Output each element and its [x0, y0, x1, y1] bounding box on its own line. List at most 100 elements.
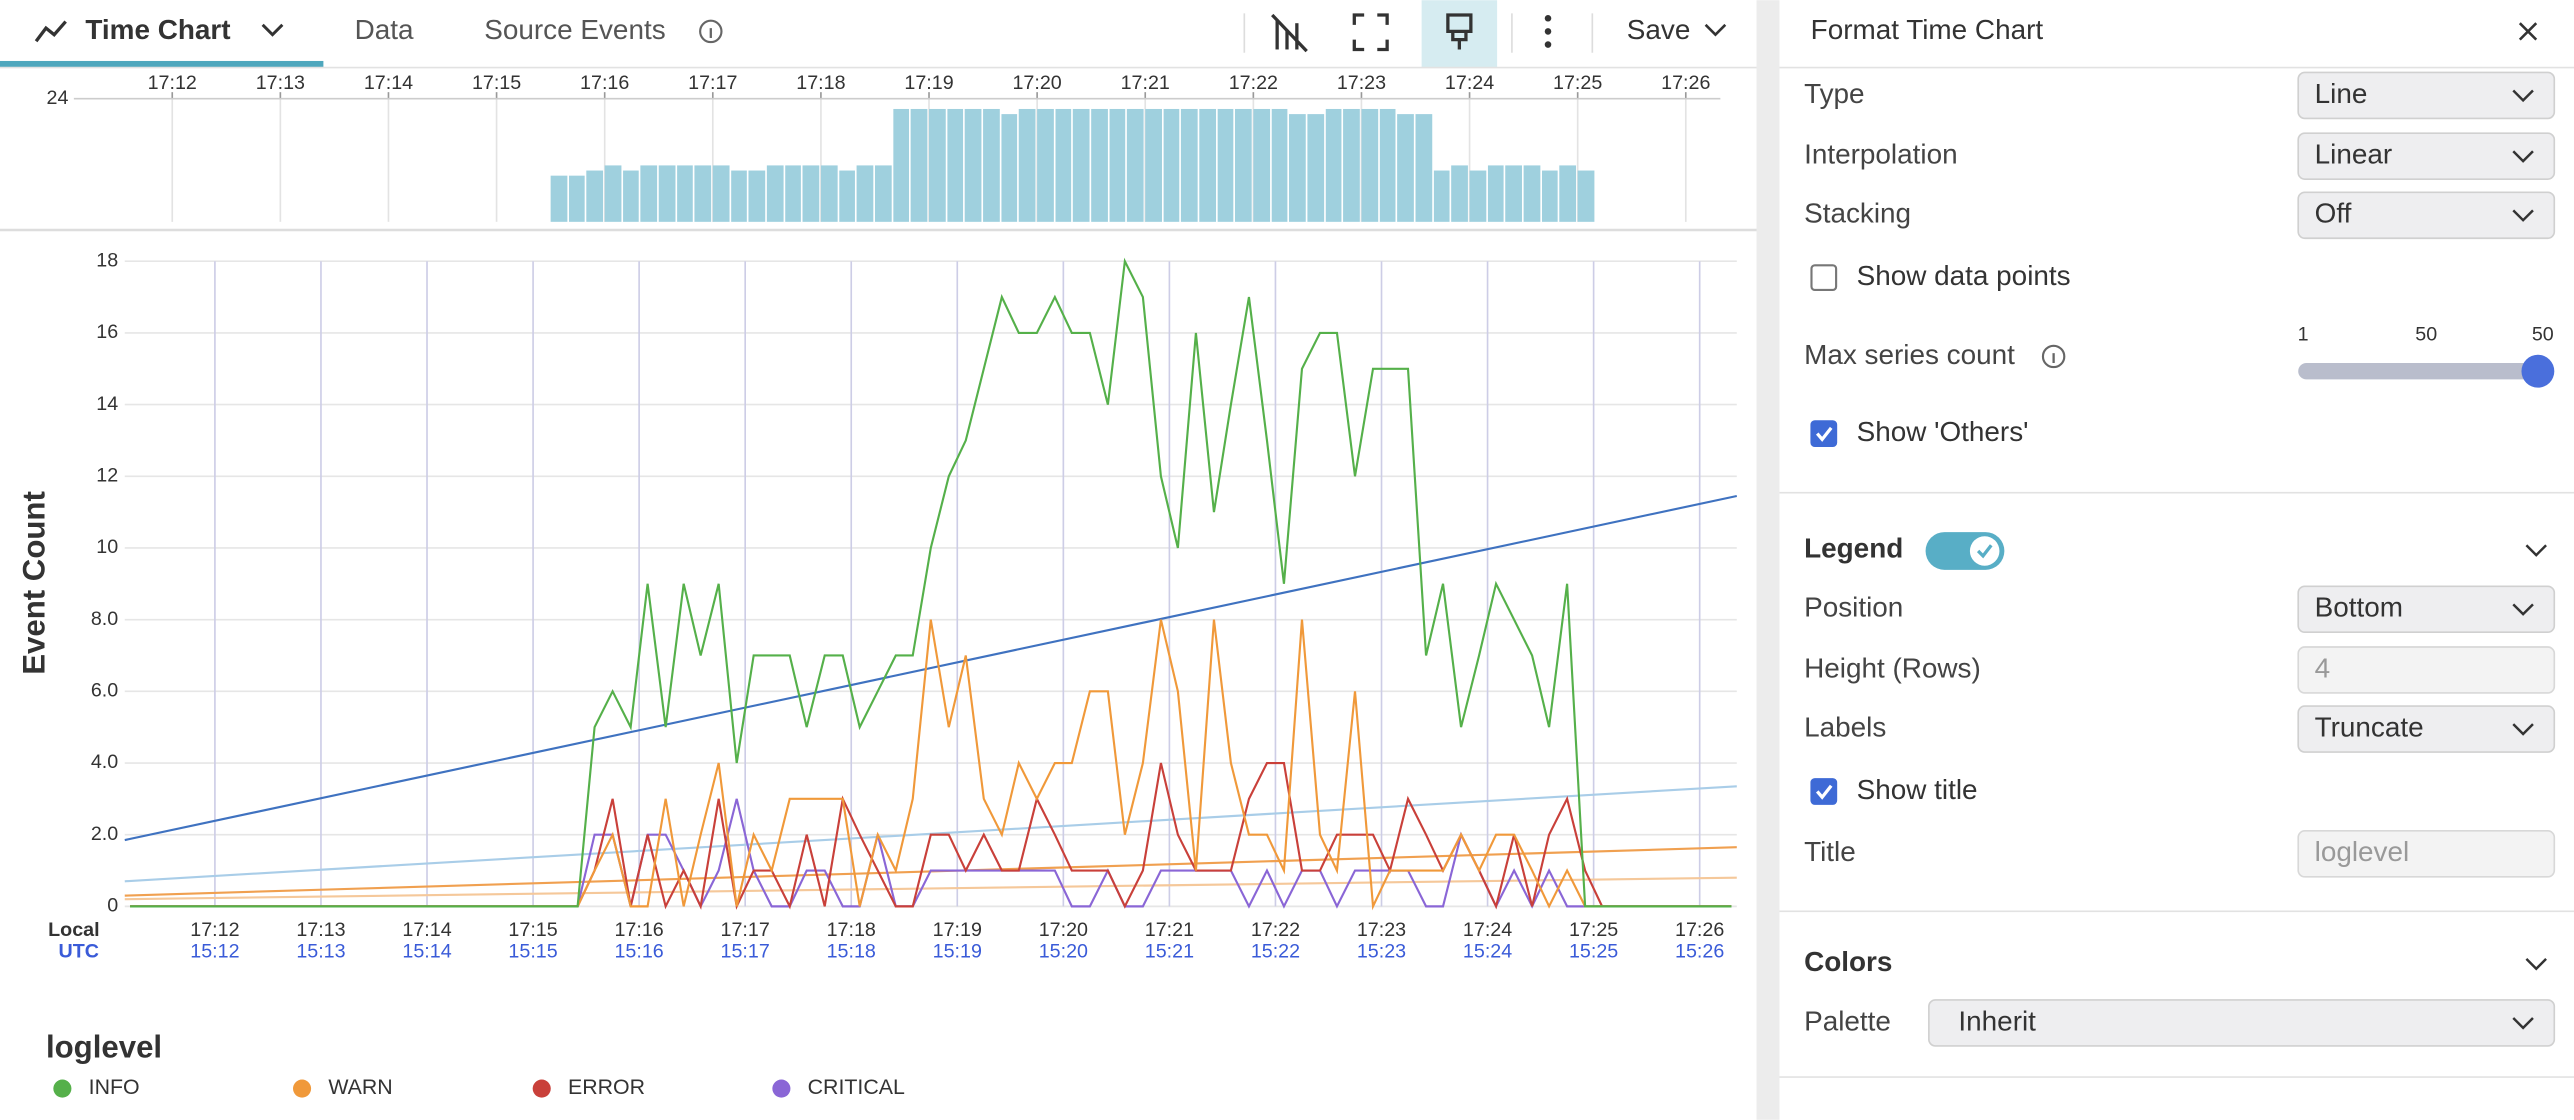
field-label: Height (Rows) [1804, 652, 1981, 683]
more-icon[interactable] [1544, 41, 1552, 48]
x-tick-label-utc: 15:15 [508, 941, 557, 963]
slider-knob[interactable] [2521, 354, 2555, 388]
overview-bar [569, 175, 585, 222]
select[interactable] [2297, 71, 2556, 120]
chevron[interactable] [2512, 150, 2534, 163]
trend-line [124, 494, 1738, 842]
section-title: Colors [1804, 946, 1892, 977]
checkbox-label[interactable]: Show data points [1857, 260, 2071, 291]
overview-tick-label: 17:26 [1661, 72, 1710, 94]
slider-label: 50 [2415, 323, 2437, 345]
y-tick-label: 10 [96, 536, 118, 558]
overview-bar [820, 165, 838, 222]
legend-swatch [293, 1079, 312, 1098]
overview-y-label: 24 [47, 87, 69, 109]
overview-tick-label: 17:15 [472, 72, 521, 94]
overview-bar [640, 165, 658, 222]
x-tick-label: 17:13 [296, 919, 345, 941]
close-icon[interactable] [2518, 22, 2538, 41]
select[interactable] [2297, 191, 2556, 240]
overview-tick-label: 17:23 [1337, 72, 1386, 94]
overview-tick-label: 17:17 [688, 72, 737, 94]
y-tick-label: 16 [96, 321, 118, 343]
overview-tick-label: 17:19 [904, 72, 953, 94]
chevron[interactable] [2512, 603, 2534, 616]
overview-chart: 17:12 17:13 17:14 17:15 17:16 17:17 17:18 17:19… [47, 72, 1721, 222]
select[interactable] [2297, 132, 2556, 180]
x-tick-label: 17:16 [614, 919, 663, 941]
field-label: Max series count [1804, 339, 2015, 370]
info-icon[interactable] [699, 19, 723, 44]
checkbox[interactable] [1810, 778, 1838, 805]
input[interactable] [2297, 830, 2556, 878]
x-tick-label: 17:24 [1463, 919, 1512, 941]
overview-bar [802, 165, 820, 222]
overview-bar [1307, 114, 1325, 222]
overview-bar [731, 170, 747, 222]
select-value[interactable]: Truncate [2315, 711, 2424, 742]
overview-tick-label: 17:25 [1553, 72, 1602, 94]
chevron[interactable] [2512, 1017, 2534, 1030]
format-icon[interactable] [1446, 13, 1473, 50]
legend-toggle[interactable] [1925, 532, 2005, 570]
select-value[interactable]: Inherit [1958, 1005, 2036, 1036]
overview-bar [983, 108, 1000, 222]
chevron[interactable] [2512, 209, 2534, 222]
overview-bar [1559, 165, 1577, 222]
x-tick-label-utc: 15:12 [190, 941, 239, 963]
select-value[interactable]: Bottom [2315, 592, 2403, 623]
slider-label: 50 [2532, 323, 2554, 345]
source-events-tab[interactable]: Source Events [484, 14, 665, 45]
y-tick-label: 8.0 [91, 608, 118, 630]
field-label: Interpolation [1804, 139, 1958, 170]
data-tab[interactable]: Data [355, 14, 414, 45]
chevron[interactable] [2512, 723, 2534, 736]
info-icon[interactable] [2041, 344, 2066, 369]
x-tick-label-utc: 15:25 [1569, 941, 1618, 963]
checkbox-tick [1815, 784, 1833, 800]
hide-chart-icon[interactable] [1271, 13, 1308, 53]
select[interactable] [2297, 705, 2556, 753]
overview-bar [1199, 108, 1217, 222]
overview-bar [604, 165, 622, 222]
checkbox-label[interactable]: Show title [1857, 774, 1978, 805]
chevron[interactable] [261, 23, 284, 37]
checkbox-label[interactable]: Show 'Others' [1857, 416, 2029, 447]
more-icon[interactable] [1544, 28, 1552, 35]
x-tick-label: 17:19 [933, 919, 982, 941]
checkbox[interactable] [1810, 420, 1838, 447]
chevron[interactable] [2512, 89, 2534, 103]
x-tick-label: 17:12 [190, 919, 239, 941]
select[interactable] [2297, 585, 2556, 634]
save-button[interactable]: Save [1627, 14, 1691, 45]
overview-bar [1433, 170, 1450, 222]
select-value[interactable]: Linear [2315, 139, 2393, 170]
chevron[interactable] [1704, 23, 1727, 37]
fullscreen-icon[interactable] [1352, 13, 1389, 52]
overview-tick-label: 17:12 [148, 72, 197, 94]
x-tick-label-utc: 15:22 [1251, 941, 1300, 963]
field-label: Title [1804, 836, 1856, 867]
checkbox-tick [1815, 426, 1833, 442]
input-disabled [2297, 646, 2556, 694]
overview-tick-label: 17:20 [1012, 72, 1061, 94]
slider-track[interactable] [2298, 363, 2542, 380]
select-value[interactable]: Off [2315, 198, 2352, 229]
checkbox-box [1810, 778, 1838, 805]
checkbox[interactable] [1810, 264, 1838, 292]
x-tick-label: 17:14 [402, 919, 451, 941]
select[interactable] [1928, 999, 2556, 1047]
input-value[interactable]: loglevel [2315, 836, 2410, 867]
x-tick-label: 17:18 [827, 919, 876, 941]
pane-divider[interactable] [1756, 0, 1780, 1120]
overview-bar [1541, 170, 1558, 222]
chevron[interactable] [2525, 958, 2547, 971]
select-value[interactable]: Line [2315, 78, 2368, 109]
more-icon[interactable] [1544, 14, 1552, 22]
overview-bar [785, 165, 801, 222]
chart-type-tab[interactable]: Time Chart [85, 14, 230, 45]
legend-swatch [532, 1079, 551, 1098]
format-button-bg[interactable] [1421, 0, 1498, 68]
chevron[interactable] [2525, 544, 2547, 557]
